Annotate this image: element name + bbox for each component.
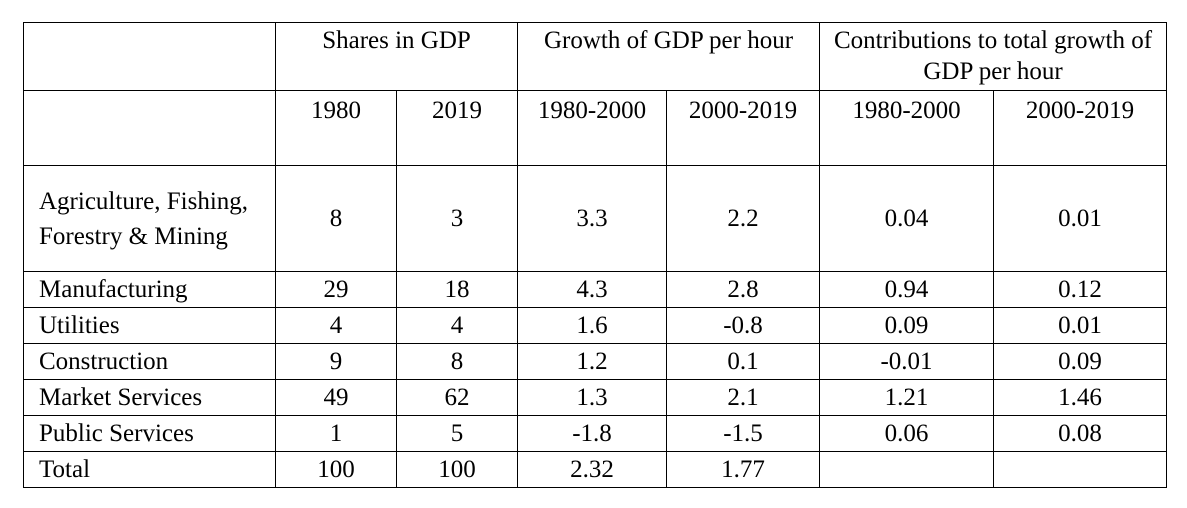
table-cell: 0.1 [666, 343, 821, 380]
header-growth-gdp-per-hour: Growth of GDP per hour [517, 22, 821, 91]
table-cell: 0.12 [993, 271, 1168, 308]
header-contributions-growth: Contributions to total growth of GDP per… [819, 22, 1168, 91]
table-row: Utilities 4 4 1.6 -0.8 0.09 0.01 [23, 307, 1168, 344]
row-label: Total [23, 451, 276, 488]
table-cell: 2.32 [517, 451, 668, 488]
table-cell: 2.2 [666, 165, 821, 272]
table-cell: 0.06 [819, 415, 995, 452]
table-cell: 100 [275, 451, 397, 488]
table-cell: 0.04 [819, 165, 995, 272]
table-cell: 49 [275, 379, 397, 416]
total-row: Total 100 100 2.32 1.77 [23, 451, 1168, 488]
table-cell: -1.8 [517, 415, 668, 452]
table-row: Market Services 49 62 1.3 2.1 1.21 1.46 [23, 379, 1168, 416]
table-row: Construction 9 8 1.2 0.1 -0.01 0.09 [23, 343, 1168, 380]
table-cell: 1.2 [517, 343, 668, 380]
header-year: 1980 [275, 90, 397, 166]
table-cell: 1.3 [517, 379, 668, 416]
table-cell: 2.8 [666, 271, 821, 308]
table-cell: 4.3 [517, 271, 668, 308]
table-cell: 100 [395, 451, 519, 488]
table-row: Manufacturing 29 18 4.3 2.8 0.94 0.12 [23, 271, 1168, 308]
header-year: 2019 [395, 90, 519, 166]
table-cell: 3.3 [517, 165, 668, 272]
row-label: Market Services [23, 379, 276, 416]
row-label: Public Services [23, 415, 276, 452]
table-cell: 3 [395, 165, 519, 272]
table-cell: 1.21 [819, 379, 995, 416]
header-period: 2000-2019 [993, 90, 1168, 166]
corner-cell [23, 90, 276, 166]
group-header-row: Shares in GDP Growth of GDP per hour Con… [23, 22, 1168, 91]
table-cell: 1.77 [666, 451, 821, 488]
row-label: Manufacturing [23, 271, 276, 308]
table-cell: -0.01 [819, 343, 995, 380]
header-period: 1980-2000 [819, 90, 995, 166]
table-cell: 8 [395, 343, 519, 380]
table-cell: 0.09 [993, 343, 1168, 380]
table-cell: 0.08 [993, 415, 1168, 452]
table-cell: 4 [395, 307, 519, 344]
table-cell [993, 451, 1168, 488]
table-cell: 0.01 [993, 307, 1168, 344]
row-label: Agriculture, Fishing, Forestry & Mining [23, 165, 276, 272]
table-cell: 8 [275, 165, 397, 272]
table-cell: 0.09 [819, 307, 995, 344]
header-period: 1980-2000 [517, 90, 668, 166]
table-cell: 29 [275, 271, 397, 308]
row-label: Construction [23, 343, 276, 380]
table-cell: 0.94 [819, 271, 995, 308]
table-row: Agriculture, Fishing, Forestry & Mining … [23, 165, 1168, 272]
table-cell: 18 [395, 271, 519, 308]
table-cell: 2.1 [666, 379, 821, 416]
sector-productivity-table: Shares in GDP Growth of GDP per hour Con… [23, 22, 1168, 488]
corner-cell [23, 22, 276, 91]
table-cell: 5 [395, 415, 519, 452]
table-cell: -1.5 [666, 415, 821, 452]
table-cell: 0.01 [993, 165, 1168, 272]
table-row: Public Services 1 5 -1.8 -1.5 0.06 0.08 [23, 415, 1168, 452]
table-cell [819, 451, 995, 488]
table-cell: 4 [275, 307, 397, 344]
year-header-row: 1980 2019 1980-2000 2000-2019 1980-2000 … [23, 90, 1168, 166]
table-cell: 62 [395, 379, 519, 416]
table-cell: 1.6 [517, 307, 668, 344]
table-cell: 1.46 [993, 379, 1168, 416]
row-label: Utilities [23, 307, 276, 344]
header-shares-in-gdp: Shares in GDP [274, 22, 519, 91]
table-cell: 1 [275, 415, 397, 452]
header-period: 2000-2019 [666, 90, 821, 166]
table-cell: -0.8 [666, 307, 821, 344]
table-cell: 9 [275, 343, 397, 380]
